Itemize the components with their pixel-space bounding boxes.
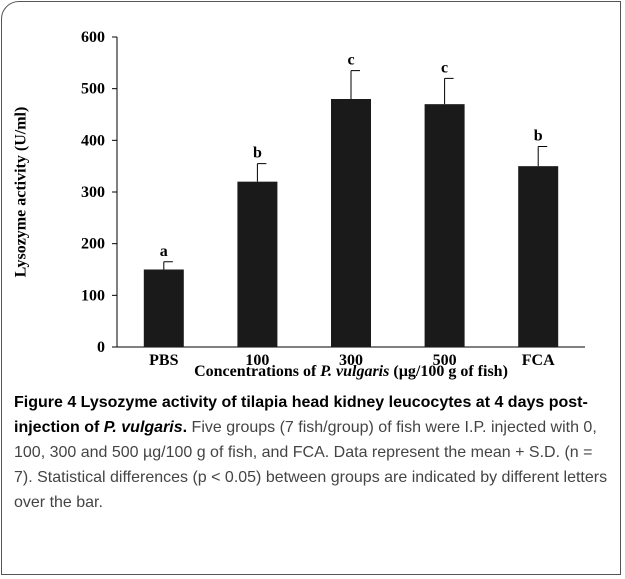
caption-title-part: P. vulgaris bbox=[103, 419, 183, 436]
y-tick-label: 200 bbox=[81, 236, 105, 253]
y-tick-label: 500 bbox=[81, 81, 105, 98]
significance-letter: a bbox=[160, 243, 168, 260]
chart: Lysozyme activity (U/ml) Concentrations … bbox=[13, 29, 585, 380]
x-label-part: Concentrations of bbox=[194, 363, 320, 380]
bar bbox=[518, 166, 559, 347]
significance-letter: b bbox=[253, 145, 262, 162]
y-tick-label: 600 bbox=[81, 29, 105, 46]
x-tick-label: 100 bbox=[245, 352, 269, 369]
error-bar bbox=[163, 261, 173, 270]
bar bbox=[143, 269, 184, 347]
significance-letter: b bbox=[534, 128, 543, 145]
error-bar bbox=[256, 163, 267, 182]
error-bar bbox=[350, 70, 360, 99]
x-label-part: (µg/100 g of fish) bbox=[389, 363, 508, 380]
caption-title-part: Figure 4 Lysozyme activity of tilapia he… bbox=[14, 394, 588, 436]
y-tick-label: 100 bbox=[81, 287, 105, 304]
x-axis-label: Concentrations of P. vulgaris (µg/100 g … bbox=[194, 363, 508, 380]
error-bar bbox=[444, 77, 454, 105]
caption-text: Five groups (7 fish/group) of fish were … bbox=[14, 419, 608, 511]
y-axis-label: Lysozyme activity (U/ml) bbox=[13, 107, 30, 278]
caption-title-part: . bbox=[182, 419, 188, 436]
significance-letter: c bbox=[347, 52, 354, 69]
y-tick-label: 0 bbox=[97, 339, 105, 356]
y-tick-label: 300 bbox=[81, 184, 105, 201]
x-tick-label: FCA bbox=[522, 352, 555, 369]
x-tick-label: PBS bbox=[149, 352, 178, 369]
bar bbox=[237, 181, 278, 347]
bar bbox=[331, 99, 371, 347]
bar bbox=[424, 104, 465, 348]
caption: Figure 4 Lysozyme activity of tilapia he… bbox=[14, 390, 612, 515]
error-bar bbox=[537, 146, 548, 167]
x-label-part: P. vulgaris bbox=[319, 363, 389, 380]
y-tick-label: 400 bbox=[81, 132, 105, 149]
caption-title: Figure 4 Lysozyme activity of tilapia he… bbox=[14, 394, 588, 436]
x-tick-label: 500 bbox=[433, 352, 457, 369]
significance-letter: c bbox=[441, 59, 448, 76]
x-tick-label: 300 bbox=[339, 352, 363, 369]
